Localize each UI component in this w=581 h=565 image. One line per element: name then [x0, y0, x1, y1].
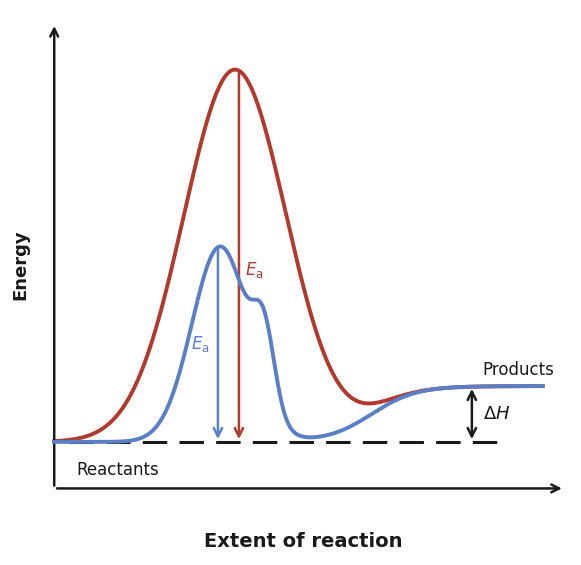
Text: $\Delta H$: $\Delta H$ — [483, 405, 510, 423]
X-axis label: Extent of reaction: Extent of reaction — [204, 532, 403, 551]
Text: Products: Products — [483, 361, 554, 379]
Text: $E_\mathrm{a}$: $E_\mathrm{a}$ — [191, 334, 209, 354]
Text: Reactants: Reactants — [76, 460, 159, 479]
Text: Energy: Energy — [11, 230, 29, 301]
Text: $E_\mathrm{a}$: $E_\mathrm{a}$ — [245, 260, 263, 280]
